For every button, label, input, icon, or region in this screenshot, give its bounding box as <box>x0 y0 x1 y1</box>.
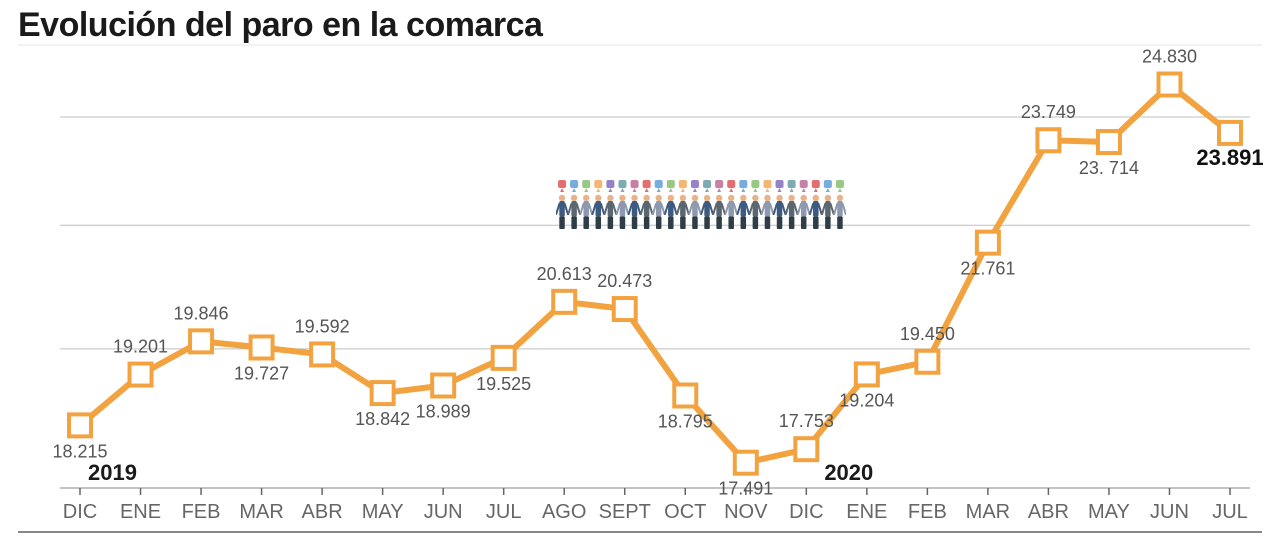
data-marker <box>674 385 696 407</box>
year-label: 2019 <box>88 460 137 485</box>
x-tick-label: FEB <box>908 501 947 523</box>
value-label: 19.727 <box>234 363 289 383</box>
x-tick-label: NOV <box>724 501 768 523</box>
x-tick-label: AGO <box>542 501 586 523</box>
x-tick-label: ENE <box>120 501 161 523</box>
x-tick-label: ABR <box>1028 501 1069 523</box>
value-label: 18.215 <box>52 441 107 461</box>
data-marker <box>1037 129 1059 151</box>
year-label: 2020 <box>824 460 873 485</box>
value-label: 20.473 <box>597 271 652 291</box>
value-label: 17.491 <box>718 479 773 499</box>
value-label: 19.450 <box>900 324 955 344</box>
data-marker <box>553 291 575 313</box>
x-tick-label: MAY <box>362 501 404 523</box>
value-label: 18.842 <box>355 409 410 429</box>
data-marker <box>916 351 938 373</box>
data-marker <box>69 414 91 436</box>
data-marker <box>432 375 454 397</box>
x-tick-label: JUL <box>1212 501 1248 523</box>
x-tick-label: FEB <box>182 501 221 523</box>
data-marker <box>1158 74 1180 96</box>
data-marker <box>795 438 817 460</box>
value-label: 17.753 <box>779 411 834 431</box>
x-tick-label: ABR <box>302 501 343 523</box>
value-label: 20.613 <box>537 264 592 284</box>
value-label: 23.749 <box>1021 102 1076 122</box>
value-label: 24.830 <box>1142 47 1197 67</box>
x-tick-label: MAR <box>239 501 283 523</box>
data-marker <box>977 232 999 254</box>
line-chart: DIC ENE FEB MAR ABR MAY JUN JUL AGO SEPT OCT NOV DIC… <box>0 0 1280 548</box>
x-tick-label: SEPT <box>599 501 651 523</box>
value-label: 23.891 <box>1196 145 1263 170</box>
data-marker <box>1098 131 1120 153</box>
data-marker <box>1219 122 1241 144</box>
value-label: 21.761 <box>960 259 1015 279</box>
value-label: 18.795 <box>658 412 713 432</box>
data-marker <box>251 336 273 358</box>
data-marker <box>614 298 636 320</box>
data-marker <box>311 343 333 365</box>
data-marker <box>372 382 394 404</box>
x-tick-label: DIC <box>789 501 823 523</box>
data-marker <box>493 347 515 369</box>
value-label: 19.201 <box>113 337 168 357</box>
data-marker <box>190 330 212 352</box>
x-tick-label: JUN <box>424 501 463 523</box>
value-label: 18.989 <box>416 402 471 422</box>
data-marker <box>130 364 152 386</box>
value-label: 19.846 <box>174 303 229 323</box>
value-label: 19.204 <box>839 390 894 410</box>
x-tick-label: JUN <box>1150 501 1189 523</box>
data-marker <box>856 363 878 385</box>
x-tick-label: MAR <box>966 501 1010 523</box>
data-marker <box>735 452 757 474</box>
value-label: 19.525 <box>476 374 531 394</box>
x-tick-label: JUL <box>486 501 522 523</box>
value-label: 23. 714 <box>1079 158 1139 178</box>
x-tick-label: OCT <box>664 501 706 523</box>
value-label: 19.592 <box>295 316 350 336</box>
x-tick-label: DIC <box>63 501 97 523</box>
x-tick-label: MAY <box>1088 501 1130 523</box>
x-tick-label: ENE <box>846 501 887 523</box>
